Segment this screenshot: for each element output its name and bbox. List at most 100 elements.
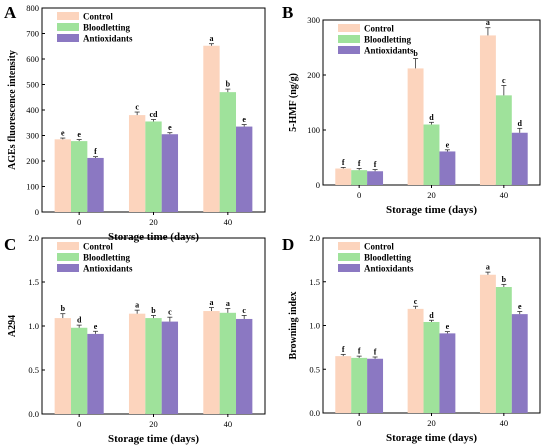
legend-swatch: [338, 35, 360, 43]
y-tick-label: 0: [316, 180, 320, 190]
bar: [203, 311, 220, 414]
significance-letter: b: [413, 49, 418, 58]
y-tick-label: 0: [35, 207, 39, 217]
x-tick-label: 20: [427, 418, 436, 428]
legend-label: Control: [364, 24, 394, 34]
y-tick-label: 700: [26, 29, 39, 39]
y-tick-label: 500: [26, 80, 39, 90]
x-tick-label: 40: [500, 190, 509, 200]
x-tick-label: 40: [500, 418, 509, 428]
y-tick-label: 300: [307, 15, 320, 25]
legend-swatch: [57, 253, 79, 261]
bar: [367, 358, 384, 413]
legend-swatch: [57, 23, 79, 31]
significance-letter: a: [486, 263, 490, 272]
legend-label: Bloodletting: [83, 23, 131, 33]
significance-letter: e: [446, 322, 450, 331]
legend-label: Antioxidants: [364, 46, 414, 56]
legend-swatch: [338, 253, 360, 261]
bar: [511, 132, 528, 185]
significance-letter: f: [342, 345, 345, 354]
bar: [145, 121, 162, 212]
bar: [161, 134, 179, 212]
significance-letter: e: [242, 115, 246, 124]
y-tick-label: 0.5: [309, 364, 320, 374]
bar: [128, 115, 146, 212]
significance-letter: e: [518, 302, 522, 311]
y-tick-label: 1.5: [28, 277, 39, 287]
panel-label: C: [4, 235, 16, 254]
legend-label: Control: [83, 12, 113, 22]
significance-letter: a: [209, 34, 213, 43]
x-tick-label: 0: [77, 217, 81, 227]
significance-letter: c: [168, 308, 172, 317]
bar: [87, 157, 104, 212]
y-tick-label: 0.5: [28, 365, 39, 375]
bar: [495, 95, 512, 185]
legend-label: Bloodletting: [83, 253, 131, 263]
x-tick-label: 20: [427, 190, 436, 200]
significance-letter: b: [502, 275, 507, 284]
significance-letter: e: [61, 129, 65, 138]
bar: [219, 92, 237, 212]
bar: [407, 68, 424, 185]
bar: [128, 313, 146, 414]
bar: [54, 318, 71, 414]
y-tick-label: 1.0: [309, 321, 320, 331]
bar: [511, 314, 528, 413]
bar: [351, 357, 368, 413]
significance-letter: b: [226, 80, 231, 89]
y-tick-label: 800: [26, 3, 39, 13]
y-axis-label: AGEs fluorescence intensity: [7, 50, 18, 170]
bar: [70, 141, 88, 212]
y-tick-label: 1.0: [28, 321, 39, 331]
bar: [439, 333, 456, 413]
significance-letter: f: [374, 160, 377, 169]
panel-label: B: [282, 3, 293, 22]
panel-label: A: [4, 3, 17, 22]
significance-letter: f: [342, 158, 345, 167]
bar: [335, 168, 352, 185]
significance-letter: a: [226, 299, 230, 308]
bar: [439, 151, 456, 185]
y-tick-label: 2.0: [309, 233, 320, 243]
y-tick-label: 0.0: [309, 408, 320, 418]
x-tick-label: 20: [149, 217, 158, 227]
bar: [351, 170, 368, 185]
bar: [219, 312, 237, 414]
x-axis-label: Storage time (days): [386, 432, 477, 444]
legend-label: Antioxidants: [83, 34, 133, 44]
bar: [70, 327, 88, 414]
chart-panel-d: D 0.0 0.5 1.0 1.5 2.0 0 f f f 20 c d e 40 a b e Storage ti…: [282, 233, 541, 444]
legend-label: Antioxidants: [364, 264, 414, 274]
legend-swatch: [338, 24, 360, 32]
y-axis-label: 5-HMF (ng/g): [288, 73, 299, 132]
x-tick-label: 40: [224, 419, 233, 429]
y-tick-label: 0.0: [28, 409, 39, 419]
legend-swatch: [338, 264, 360, 272]
significance-letter: a: [486, 18, 490, 27]
chart-panel-c: C 0.0 0.5 1.0 1.5 2.0 0 b d e 20 a b c 40 a a c Storage ti…: [4, 233, 266, 445]
significance-letter: e: [77, 130, 81, 139]
chart-panel-b: B 0 100 200 300 0 f f f 20 b d e 40 a c d Storage time (d…: [282, 3, 541, 216]
significance-letter: d: [518, 119, 523, 128]
x-tick-label: 20: [149, 419, 158, 429]
bar: [407, 308, 424, 413]
significance-letter: a: [209, 298, 213, 307]
significance-letter: f: [374, 348, 377, 357]
x-tick-label: 40: [224, 217, 233, 227]
y-axis-label: A294: [7, 315, 18, 337]
bar: [479, 35, 496, 186]
bar: [367, 171, 384, 185]
bar: [236, 318, 253, 414]
y-tick-label: 2.0: [28, 233, 39, 243]
significance-letter: b: [61, 304, 66, 313]
y-tick-label: 200: [307, 70, 320, 80]
x-tick-label: 0: [77, 419, 81, 429]
legend-label: Bloodletting: [364, 253, 412, 263]
significance-letter: d: [429, 311, 434, 320]
significance-letter: e: [446, 140, 450, 149]
bar: [423, 124, 440, 185]
legend-label: Antioxidants: [83, 264, 133, 274]
